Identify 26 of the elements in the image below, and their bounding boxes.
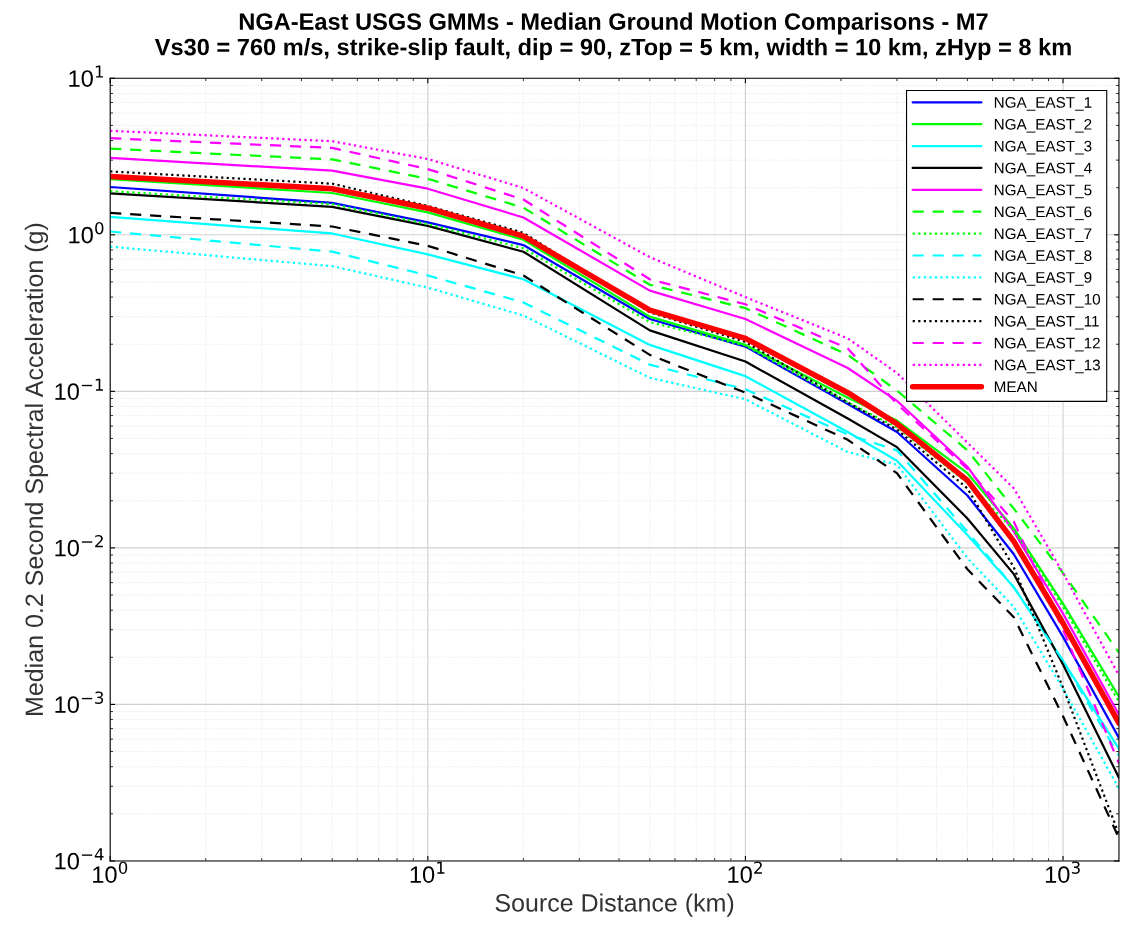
legend-label: NGA_EAST_6	[994, 206, 1092, 221]
legend-label: NGA_EAST_13	[994, 359, 1100, 374]
legend-label: NGA_EAST_1	[994, 97, 1092, 111]
legend-label: NGA_EAST_9	[994, 272, 1092, 286]
chart-subtitle: Vs30 = 760 m/s, strike-slip fault, dip = 90, zTop = 5 km, width = 10 km, zHyp = 8 km	[154, 38, 1071, 61]
x-tick-label: 10$^{1}$	[410, 861, 445, 883]
legend-label: NGA_EAST_7	[994, 228, 1092, 242]
y-tick-label: 10$^{1}$	[69, 65, 104, 87]
legend-label: NGA_EAST_5	[994, 184, 1092, 199]
y-tick-label: 10$^{0}$	[69, 221, 104, 244]
y-tick-label: 10$^{−1}$	[55, 378, 103, 400]
x-tick-label: 10$^{3}$	[1045, 861, 1080, 883]
y-tick-label: 10$^{−3}$	[55, 691, 104, 714]
chart-title: NGA-East USGS GMMs - Median Ground Motion Comparisons - M7	[239, 12, 988, 35]
legend-label: MEAN	[994, 381, 1037, 393]
x-axis-title: Source Distance (km)	[495, 893, 734, 917]
legend-label: NGA_EAST_10	[994, 293, 1101, 308]
y-axis-title: Median 0.2 Second Spectral Acceleration (g)	[24, 223, 49, 715]
y-tick-label: 10$^{−2}$	[55, 534, 103, 557]
legend-label: NGA_EAST_11	[994, 315, 1099, 330]
legend-label: NGA_EAST_12	[994, 337, 1100, 352]
legend-label: NGA_EAST_2	[994, 118, 1092, 133]
legend-label: NGA_EAST_4	[994, 162, 1092, 177]
x-tick-label: 10$^{2}$	[728, 861, 762, 883]
legend-label: NGA_EAST_8	[994, 250, 1092, 264]
legend-label: NGA_EAST_3	[994, 140, 1092, 155]
